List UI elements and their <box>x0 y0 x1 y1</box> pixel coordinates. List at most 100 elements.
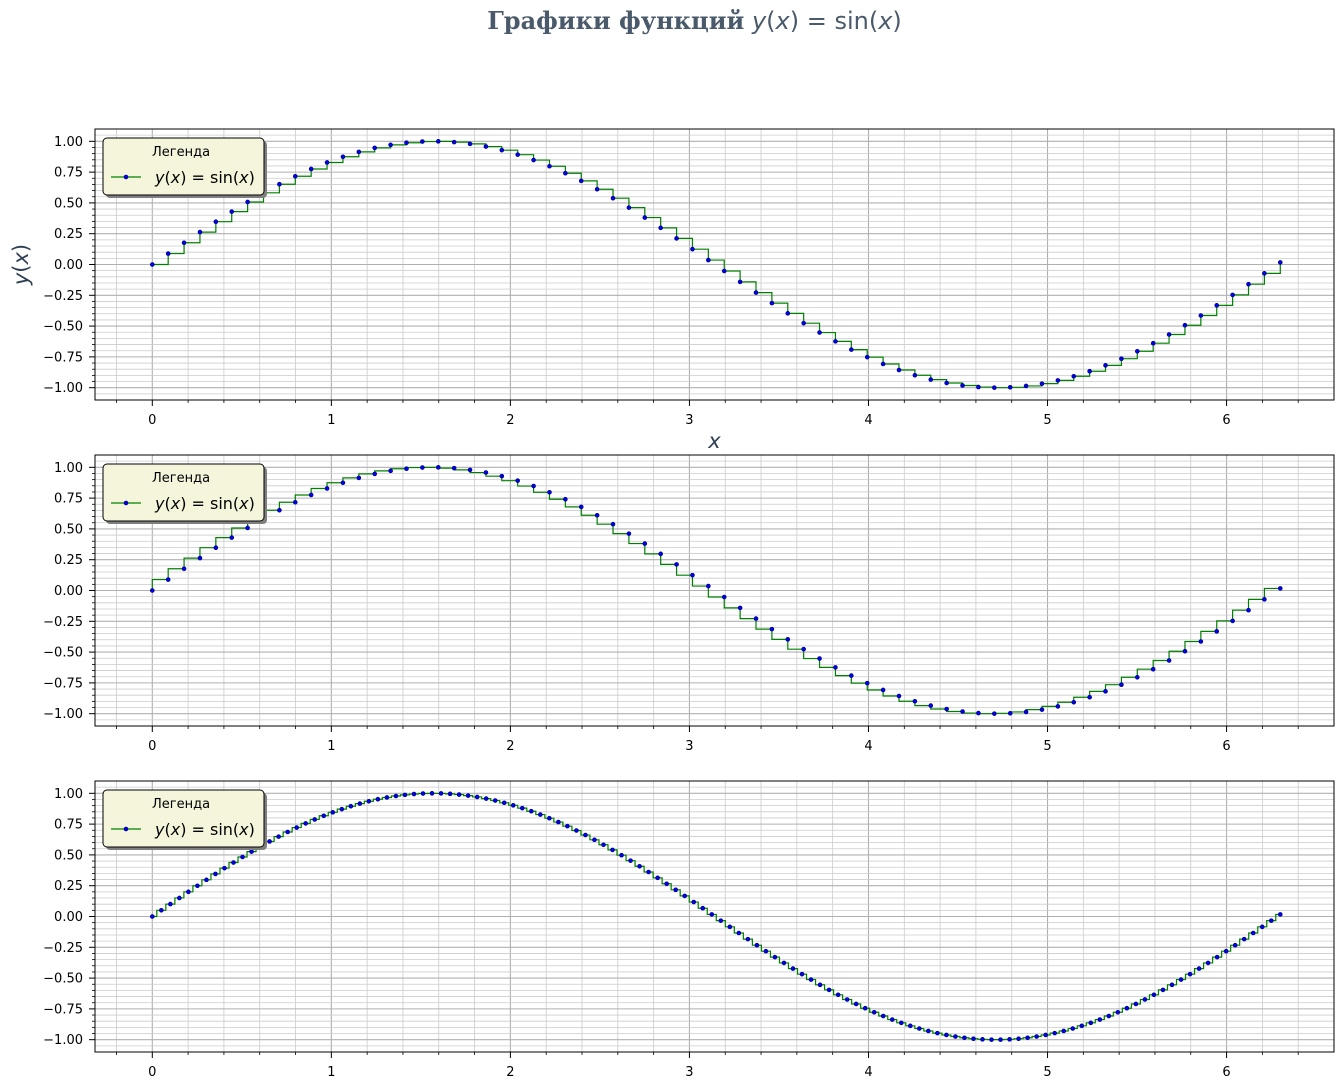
x-tick-label: 4 <box>864 413 872 428</box>
data-point <box>976 384 981 390</box>
data-point <box>781 960 787 966</box>
data-point <box>992 385 997 390</box>
legend-marker <box>123 500 129 506</box>
data-point <box>456 792 462 797</box>
data-point <box>1268 918 1274 923</box>
y-tick-label: 1.00 <box>54 787 83 802</box>
data-point <box>1232 942 1238 948</box>
data-point <box>245 199 250 205</box>
x-tick-label: 1 <box>327 413 335 428</box>
data-point <box>674 562 679 567</box>
data-point <box>165 251 171 256</box>
data-point <box>646 869 651 875</box>
data-point <box>880 1013 886 1019</box>
x-tick-label: 4 <box>864 739 872 754</box>
data-point <box>375 796 381 802</box>
data-point <box>515 152 521 157</box>
data-point <box>277 507 282 513</box>
data-point <box>411 791 417 797</box>
subplot-3: 0 1 2 3 4 5 6 1.00 0.75 0.50 0.25 0.00 −0.25 −0.50 −0.… <box>43 780 1335 1080</box>
data-point <box>1169 982 1175 988</box>
data-point <box>451 139 457 145</box>
data-point <box>1150 666 1156 672</box>
y-tick-label: 0.50 <box>54 522 83 537</box>
data-point <box>928 703 934 708</box>
data-point <box>474 794 480 800</box>
x-tick-label: 5 <box>1043 1065 1051 1080</box>
data-point <box>626 205 632 210</box>
legend-marker <box>123 826 129 832</box>
data-point <box>835 992 841 998</box>
data-point <box>285 829 290 835</box>
data-point <box>165 577 171 582</box>
data-point <box>1214 303 1220 308</box>
data-point <box>308 492 314 498</box>
data-point <box>186 889 191 895</box>
y-axis: 1.00 0.75 0.50 0.25 0.00 −0.25 −0.50 −0.75 −1.00 <box>43 461 95 722</box>
data-point <box>1277 260 1283 265</box>
data-point <box>420 791 426 796</box>
y-tick-label: 0.00 <box>54 584 83 599</box>
data-point <box>976 710 981 716</box>
data-point <box>1262 271 1267 276</box>
data-point <box>435 465 441 470</box>
y-tick-label: 1.00 <box>54 135 83 150</box>
y-tick-label: 0.50 <box>54 196 83 211</box>
data-point <box>531 483 536 489</box>
data-point <box>880 687 886 693</box>
data-point <box>1182 322 1188 328</box>
data-point <box>292 173 298 179</box>
data-point <box>404 140 409 146</box>
data-point <box>372 145 378 151</box>
data-point <box>727 924 733 930</box>
grid <box>95 454 1335 727</box>
data-point <box>1087 368 1092 374</box>
data-point <box>213 545 219 550</box>
data-point <box>833 339 838 344</box>
legend-label: y(x) = sin(x) <box>154 494 255 513</box>
x-axis: 0 1 2 3 4 5 6 <box>116 1052 1299 1080</box>
data-point <box>799 971 805 977</box>
data-point <box>1088 1020 1094 1026</box>
legend-title: Легенда <box>152 471 210 486</box>
data-point <box>1246 607 1251 613</box>
x-tick-label: 2 <box>506 413 514 428</box>
data-point <box>447 791 453 797</box>
data-point <box>1103 689 1108 694</box>
data-point <box>642 215 648 220</box>
data-point <box>718 918 724 923</box>
y-tick-label: −0.25 <box>43 941 83 956</box>
data-point <box>229 209 235 214</box>
y-tick-label: 0.25 <box>54 879 83 894</box>
data-point <box>149 914 155 919</box>
grid <box>95 128 1335 401</box>
data-point <box>1016 1036 1021 1042</box>
data-point <box>849 347 854 352</box>
data-point <box>1025 1035 1030 1041</box>
data-point <box>245 525 250 531</box>
data-point <box>483 144 489 149</box>
x-tick-label: 0 <box>148 739 156 754</box>
x-axis: 0 1 2 3 4 5 6 <box>116 726 1299 754</box>
data-point <box>1055 704 1061 709</box>
data-point <box>574 828 579 833</box>
x-tick-label: 3 <box>685 739 693 754</box>
data-point <box>1196 966 1202 971</box>
series-line <box>152 792 1281 1041</box>
data-point <box>519 805 525 811</box>
data-point <box>420 465 425 470</box>
data-point <box>438 791 444 796</box>
data-point <box>330 810 336 815</box>
data-point <box>817 656 822 661</box>
data-point <box>181 566 187 572</box>
data-point <box>908 1023 913 1029</box>
legend-box <box>102 789 265 848</box>
data-point <box>249 849 254 854</box>
data-point <box>592 837 597 843</box>
y-tick-label: −0.50 <box>43 646 83 661</box>
data-point <box>721 594 727 600</box>
data-point <box>578 504 584 510</box>
data-point <box>896 693 902 699</box>
data-point <box>538 812 543 817</box>
data-point <box>898 1020 904 1026</box>
